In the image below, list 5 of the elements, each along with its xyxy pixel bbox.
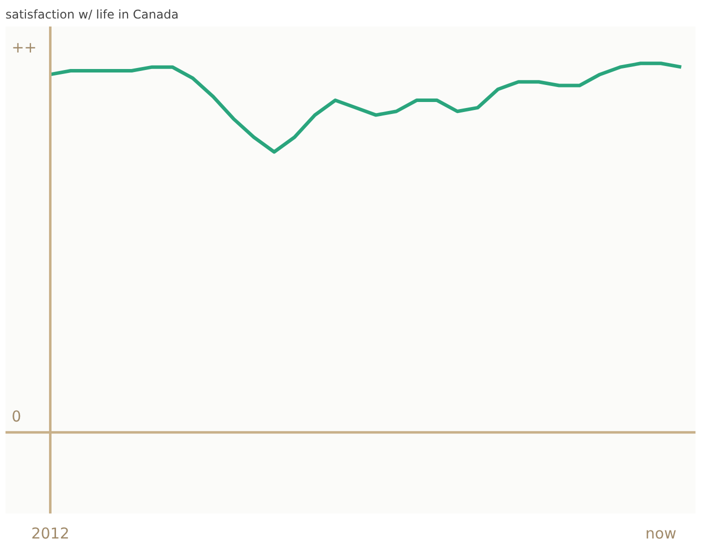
text: 0 [12,407,22,426]
x-tick-label: now [645,524,676,542]
chart-title: satisfaction w/ life in Canada [6,8,179,22]
x-tick-label: 2012 [31,524,70,542]
text: ++ [12,38,37,56]
